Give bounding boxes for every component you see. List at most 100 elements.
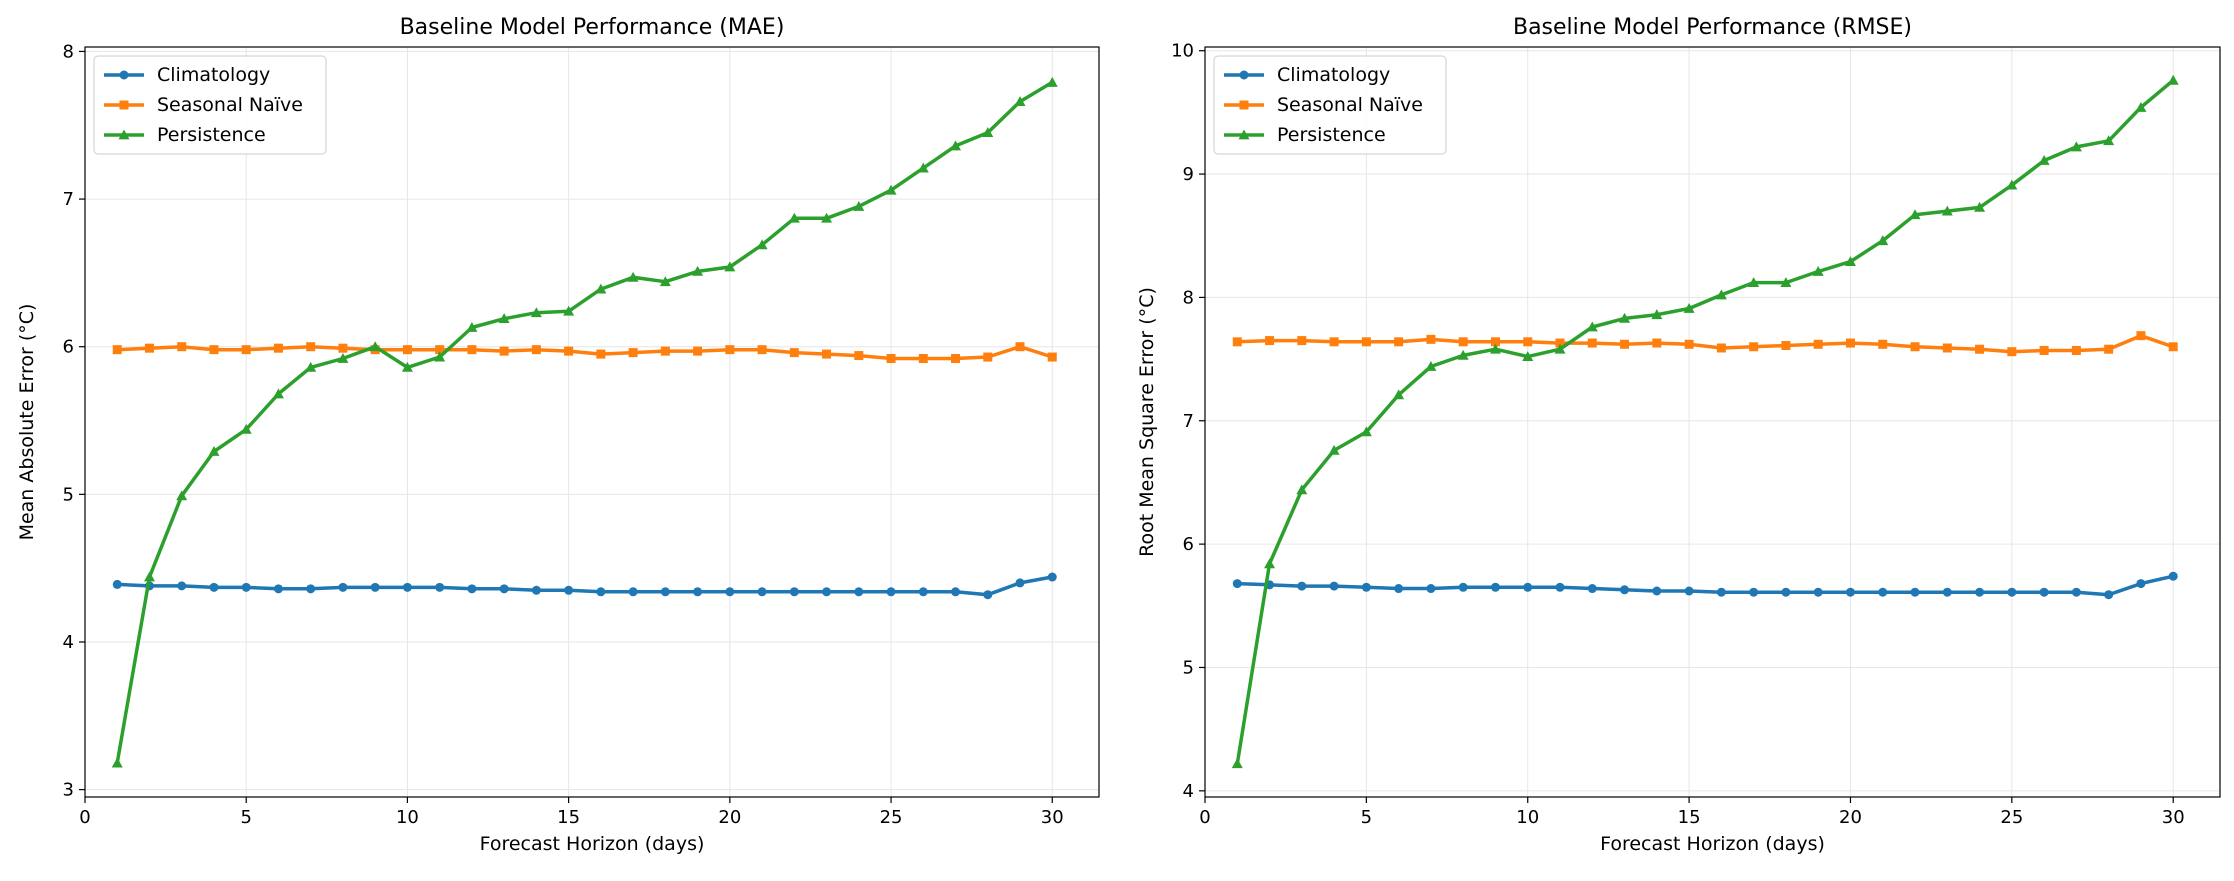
data-point-circle bbox=[2104, 590, 2114, 600]
data-point-square bbox=[531, 345, 541, 355]
legend-label: Persistence bbox=[157, 124, 266, 146]
data-point-circle bbox=[1232, 579, 1242, 589]
chart-panel-1: 0 5 10 15 20 25 30 3 4 5 6 7 8 Baseline Model Perform… bbox=[16, 15, 1100, 855]
data-point-triangle bbox=[1522, 351, 1534, 362]
series-persistence bbox=[111, 76, 1058, 768]
data-point-triangle bbox=[853, 200, 865, 211]
data-point-triangle bbox=[724, 261, 736, 272]
y-tick-label: 6 bbox=[1183, 534, 1194, 555]
legend-label: Climatology bbox=[157, 64, 270, 86]
data-point-square bbox=[1652, 338, 1662, 348]
data-point-triangle bbox=[1683, 303, 1695, 313]
data-point-circle bbox=[1813, 587, 1823, 597]
y-tick-label: 5 bbox=[1183, 657, 1194, 678]
legend-box bbox=[1213, 55, 1447, 155]
x-tick-label: 20 bbox=[1839, 807, 1862, 828]
data-point-square bbox=[1426, 334, 1436, 344]
y-axis-label: Mean Absolute Error (°C) bbox=[16, 304, 38, 541]
legend-marker bbox=[119, 70, 129, 80]
data-point-triangle bbox=[2135, 101, 2147, 112]
data-point-square bbox=[1458, 337, 1468, 347]
x-tick-label: 15 bbox=[1678, 807, 1701, 828]
y-axis-label: Root Mean Square Error (°C) bbox=[1136, 287, 1158, 557]
data-point-triangle bbox=[627, 271, 639, 282]
data-point-square bbox=[499, 346, 509, 356]
legend: Climatology Seasonal Naïve Persistence bbox=[93, 55, 327, 155]
data-point-circle bbox=[531, 585, 541, 595]
data-point-square bbox=[2007, 347, 2017, 357]
data-point-circle bbox=[1047, 572, 1057, 582]
data-point-square bbox=[1015, 342, 1025, 352]
data-point-triangle bbox=[1489, 343, 1501, 354]
data-point-square bbox=[1878, 339, 1888, 349]
data-point-square bbox=[1716, 343, 1726, 353]
data-point-triangle bbox=[240, 423, 252, 434]
data-point-triangle bbox=[692, 265, 704, 276]
data-point-circle bbox=[693, 587, 703, 597]
data-point-square bbox=[1684, 339, 1694, 349]
data-point-square bbox=[144, 343, 154, 353]
data-point-circle bbox=[1555, 582, 1565, 592]
data-point-triangle bbox=[272, 388, 284, 399]
series-line bbox=[1237, 574, 2174, 597]
data-point-triangle bbox=[917, 162, 929, 173]
data-point-triangle bbox=[176, 490, 188, 501]
data-point-square bbox=[1555, 338, 1565, 348]
y-tick-label: 7 bbox=[63, 189, 74, 210]
data-point-triangle bbox=[466, 322, 478, 332]
legend-marker bbox=[1238, 129, 1250, 140]
data-point-circle bbox=[306, 584, 316, 594]
data-point-square bbox=[854, 351, 864, 361]
data-point-circle bbox=[983, 590, 993, 600]
data-point-square bbox=[2104, 344, 2114, 354]
data-point-circle bbox=[822, 587, 832, 597]
data-point-triangle bbox=[369, 341, 381, 352]
series-seasonal-na-ve bbox=[112, 342, 1057, 364]
data-point-circle bbox=[1878, 587, 1888, 597]
data-point-square bbox=[822, 349, 832, 359]
data-point-square bbox=[2136, 331, 2146, 341]
axes-frame bbox=[1204, 46, 2221, 798]
series-climatology bbox=[112, 572, 1057, 600]
data-point-square bbox=[2039, 345, 2049, 355]
data-point-triangle bbox=[498, 313, 510, 324]
data-point-circle bbox=[1716, 587, 1726, 597]
data-point-square bbox=[435, 345, 445, 355]
series-line bbox=[1235, 78, 2175, 764]
data-point-triangle bbox=[1328, 444, 1340, 455]
data-point-circle bbox=[596, 587, 606, 597]
data-point-square bbox=[983, 352, 993, 362]
legend: Climatology Seasonal Naïve Persistence bbox=[1213, 55, 1447, 155]
data-point-triangle bbox=[305, 361, 317, 372]
series-line bbox=[117, 344, 1053, 361]
data-point-circle bbox=[1394, 584, 1404, 594]
data-point-square bbox=[1620, 339, 1630, 349]
data-point-square bbox=[1047, 352, 1057, 362]
series-persistence bbox=[1231, 74, 2179, 769]
data-point-triangle bbox=[2167, 74, 2179, 85]
data-point-square bbox=[789, 348, 799, 358]
data-point-square bbox=[1394, 337, 1404, 347]
data-point-square bbox=[628, 348, 638, 358]
data-point-triangle bbox=[1651, 309, 1663, 320]
data-point-circle bbox=[1652, 586, 1662, 596]
data-point-square bbox=[177, 342, 187, 352]
data-point-square bbox=[596, 349, 606, 359]
data-point-triangle bbox=[401, 361, 413, 372]
data-point-triangle bbox=[1909, 209, 1921, 220]
legend-marker bbox=[1239, 100, 1249, 110]
data-point-circle bbox=[1749, 587, 1759, 597]
data-point-square bbox=[1329, 337, 1339, 347]
data-point-circle bbox=[951, 587, 961, 597]
data-point-circle bbox=[918, 587, 928, 597]
data-point-square bbox=[112, 345, 122, 355]
data-point-circle bbox=[1975, 587, 1985, 597]
data-point-circle bbox=[564, 585, 574, 595]
x-tick-label: 5 bbox=[1361, 807, 1372, 828]
data-point-circle bbox=[2136, 579, 2146, 589]
data-point-circle bbox=[241, 582, 251, 592]
y-tick-label: 8 bbox=[1183, 287, 1194, 308]
chart-title: Baseline Model Performance (MAE) bbox=[400, 15, 785, 40]
y-tick-label: 5 bbox=[63, 484, 74, 505]
